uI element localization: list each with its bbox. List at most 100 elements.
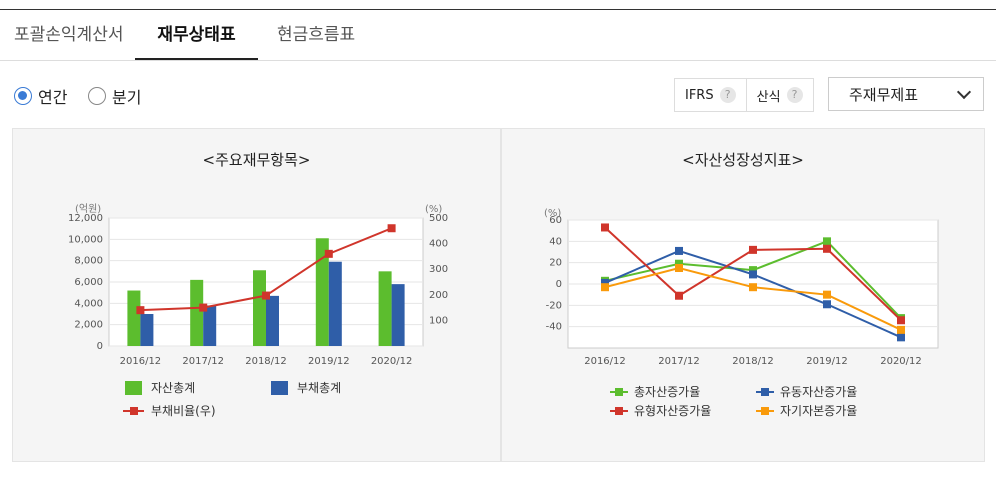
legend-swatch	[615, 388, 623, 396]
y-left-tick-label: 6,000	[74, 277, 103, 288]
y-tick-label: 60	[549, 215, 562, 226]
debt-ratio-point	[262, 291, 270, 300]
formula-help-icon[interactable]: ?	[786, 87, 803, 103]
x-tick-label: 2019/12	[308, 356, 350, 367]
bar-total-assets	[253, 270, 266, 346]
series-point	[897, 325, 905, 334]
legend-label: 자기자본증가율	[780, 404, 857, 418]
info-box: IFRS ? 산식 ?	[674, 78, 814, 112]
y-right-tick-label: 400	[429, 239, 448, 250]
series-point	[897, 333, 905, 342]
legend-swatch	[125, 381, 142, 395]
chart-title: <자산성장성지표>	[682, 151, 804, 169]
series-point	[675, 291, 683, 300]
y-left-tick-label: 12,000	[68, 213, 103, 224]
legend-swatch	[615, 407, 623, 415]
bar-total-liabilities	[140, 314, 154, 346]
debt-ratio-point	[324, 249, 333, 258]
series-point	[749, 283, 757, 292]
y-left-tick-label: 8,000	[74, 256, 103, 267]
tab-income-statement[interactable]: 포괄손익계산서	[14, 25, 124, 45]
x-tick-label: 2016/12	[584, 356, 626, 367]
chart-financial-items: 0 2,000 4,000 6,000 8,000 10,000 12,000 100 200 3…	[68, 203, 448, 418]
ifrs-label: IFRS	[685, 87, 714, 103]
series-point	[823, 237, 831, 246]
legend-swatch	[761, 407, 769, 415]
legend-label: 부채비율(우)	[151, 404, 216, 418]
series-point	[675, 259, 683, 268]
statement-type-select[interactable]: 주재무제표	[828, 77, 984, 111]
debt-ratio-point	[136, 306, 145, 315]
ifrs-help-icon[interactable]: ?	[719, 87, 736, 103]
y-left-unit: (억원)	[75, 203, 101, 215]
y-left-tick-label: 0	[97, 341, 103, 352]
y-right-tick-label: 200	[429, 290, 448, 301]
bar-total-assets	[190, 279, 204, 346]
bar-total-liabilities	[391, 284, 405, 346]
x-tick-label: 2019/12	[806, 356, 848, 367]
top-border	[0, 9, 996, 10]
y-tick-label: 20	[549, 258, 562, 269]
y-right-tick-label: 100	[429, 315, 448, 326]
x-tick-label: 2020/12	[371, 356, 413, 367]
y-left-tick-label: 2,000	[74, 320, 103, 331]
chart-asset-growth: -40 -20 0 20 40 60(%) 2016/12 2017/12 2018/12 201…	[544, 208, 939, 418]
bar-total-liabilities	[203, 305, 217, 346]
x-tick-label: 2020/12	[880, 356, 922, 367]
series-point	[823, 300, 831, 309]
x-tick-label: 2017/12	[182, 356, 224, 367]
legend-label: 유형자산증가율	[634, 404, 711, 418]
debt-ratio-point	[199, 303, 208, 312]
x-tick-label: 2017/12	[658, 356, 700, 367]
series-point	[749, 245, 757, 254]
x-tick-label: 2018/12	[732, 356, 774, 367]
bar-total-liabilities	[328, 261, 342, 346]
statement-tabs: 포괄손익계산서 재무상태표 현금흐름표	[0, 10, 996, 61]
series-point	[897, 316, 905, 325]
radio-quarterly-label: 분기	[112, 88, 142, 107]
y-tick-label: -40	[546, 322, 562, 333]
series-point	[601, 278, 609, 287]
legend-label: 유동자산증가율	[780, 385, 857, 399]
y-tick-label: -20	[546, 300, 562, 311]
chevron-down-icon	[956, 84, 972, 99]
tab-balance-sheet[interactable]: 재무상태표	[135, 10, 258, 60]
x-tick-label: 2016/12	[120, 356, 162, 367]
legend-swatch	[130, 407, 138, 415]
legend-swatch	[271, 381, 288, 395]
divider	[745, 78, 747, 112]
radio-annual-label: 연간	[38, 88, 68, 107]
x-tick-label: 2018/12	[245, 356, 287, 367]
series-point	[675, 264, 683, 272]
bar-total-assets	[378, 271, 392, 346]
radio-annual-indicator[interactable]	[14, 87, 32, 105]
bar-total-liabilities	[266, 295, 279, 346]
y-left-tick-label: 4,000	[74, 298, 103, 309]
legend-label: 부채총계	[297, 381, 341, 395]
y-right-tick-label: 300	[429, 264, 448, 275]
y-right-tick-label: 500	[429, 213, 448, 224]
legend-swatch	[761, 388, 769, 396]
y-tick-label: 40	[549, 236, 562, 247]
debt-ratio-point	[387, 224, 396, 233]
bar-total-assets	[315, 238, 329, 346]
chart-panel-asset-growth: <자산성장성지표> -40 -20 0 20 40 60 (%) 2016/12 2017/12…	[501, 128, 985, 462]
chart-title: <주요재무항목>	[202, 151, 311, 169]
chart-panel-financial-items: <주요재무항목> 0 2,000 4,000 6,000 8,000 10,000 12,0…	[12, 128, 501, 462]
formula-label: 산식	[756, 89, 781, 105]
series-point	[749, 266, 757, 275]
bar-total-assets	[127, 290, 141, 346]
y-tick-label: 0	[556, 279, 562, 290]
y-right-unit: (%)	[425, 204, 442, 215]
series-point	[675, 246, 683, 255]
radio-quarterly-indicator[interactable]	[88, 87, 106, 105]
series-point	[823, 244, 831, 253]
legend-label: 자산총계	[151, 381, 195, 395]
radio-annual[interactable]: 연간	[14, 84, 67, 108]
series-point	[749, 270, 757, 279]
series-point	[601, 223, 609, 232]
y-unit: (%)	[544, 208, 561, 219]
tab-cash-flow[interactable]: 현금흐름표	[277, 25, 356, 45]
series-point	[601, 283, 609, 292]
radio-quarterly[interactable]: 분기	[88, 84, 141, 108]
